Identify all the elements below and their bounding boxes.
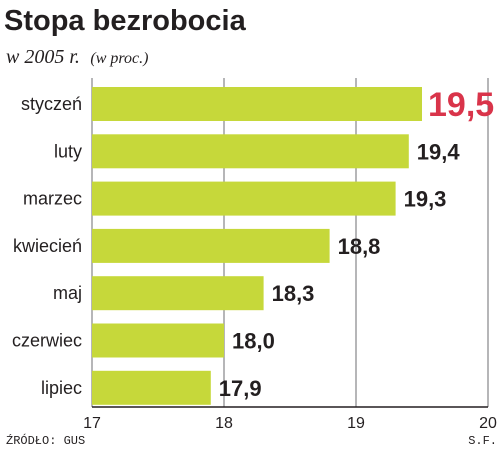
value-label: 19,3 (404, 187, 447, 212)
category-label: kwiecień (13, 236, 82, 256)
bar-5 (92, 323, 224, 358)
bar-3 (92, 228, 330, 263)
subtitle-main: w 2005 r. (6, 46, 80, 68)
x-tick-label: 19 (347, 415, 365, 432)
x-axis: 17 18 19 20 (83, 406, 497, 432)
value-label: 18,8 (338, 234, 381, 259)
x-tick-label: 20 (479, 415, 497, 432)
category-label: lipiec (41, 378, 82, 398)
category-label: maj (53, 283, 82, 303)
value-label: 18,0 (232, 329, 275, 354)
category-label: czerwiec (12, 331, 82, 351)
author-note: S.F. (468, 434, 497, 448)
bar-0 (92, 87, 422, 121)
value-label: 19,4 (417, 139, 461, 164)
value-labels: 19,5 19,4 19,3 18,8 18,3 18,0 17,9 (219, 86, 494, 401)
value-label: 17,9 (219, 376, 262, 401)
category-label: marzec (23, 189, 82, 209)
category-label: styczeń (21, 94, 82, 114)
value-label-highlight: 19,5 (428, 86, 494, 124)
value-label: 18,3 (272, 281, 315, 306)
bar-2 (92, 181, 396, 216)
bars (92, 87, 422, 405)
chart-subtitle: w 2005 r. (w proc.) (6, 46, 148, 68)
x-tick-label: 18 (215, 415, 233, 432)
category-label: luty (54, 141, 82, 161)
bar-1 (92, 134, 409, 169)
source-note: ŹRÓDŁO: GUS (6, 433, 85, 448)
bar-6 (92, 370, 211, 405)
category-labels: styczeń luty marzec kwiecień maj czerwiec lipi… (12, 94, 82, 398)
subtitle-unit: (w proc.) (90, 50, 148, 67)
bar-4 (92, 276, 264, 311)
x-tick-label: 17 (83, 415, 101, 432)
chart-title: Stopa bezrobocia (4, 5, 247, 37)
